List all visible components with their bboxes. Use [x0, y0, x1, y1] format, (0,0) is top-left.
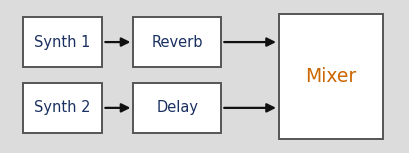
FancyBboxPatch shape	[133, 17, 221, 67]
Text: Synth 2: Synth 2	[34, 100, 90, 115]
Text: Reverb: Reverb	[151, 35, 202, 50]
Text: Mixer: Mixer	[305, 67, 356, 86]
FancyBboxPatch shape	[22, 17, 102, 67]
FancyBboxPatch shape	[22, 83, 102, 133]
Text: Synth 1: Synth 1	[34, 35, 90, 50]
FancyBboxPatch shape	[278, 14, 382, 139]
FancyBboxPatch shape	[133, 83, 221, 133]
Text: Delay: Delay	[156, 100, 198, 115]
